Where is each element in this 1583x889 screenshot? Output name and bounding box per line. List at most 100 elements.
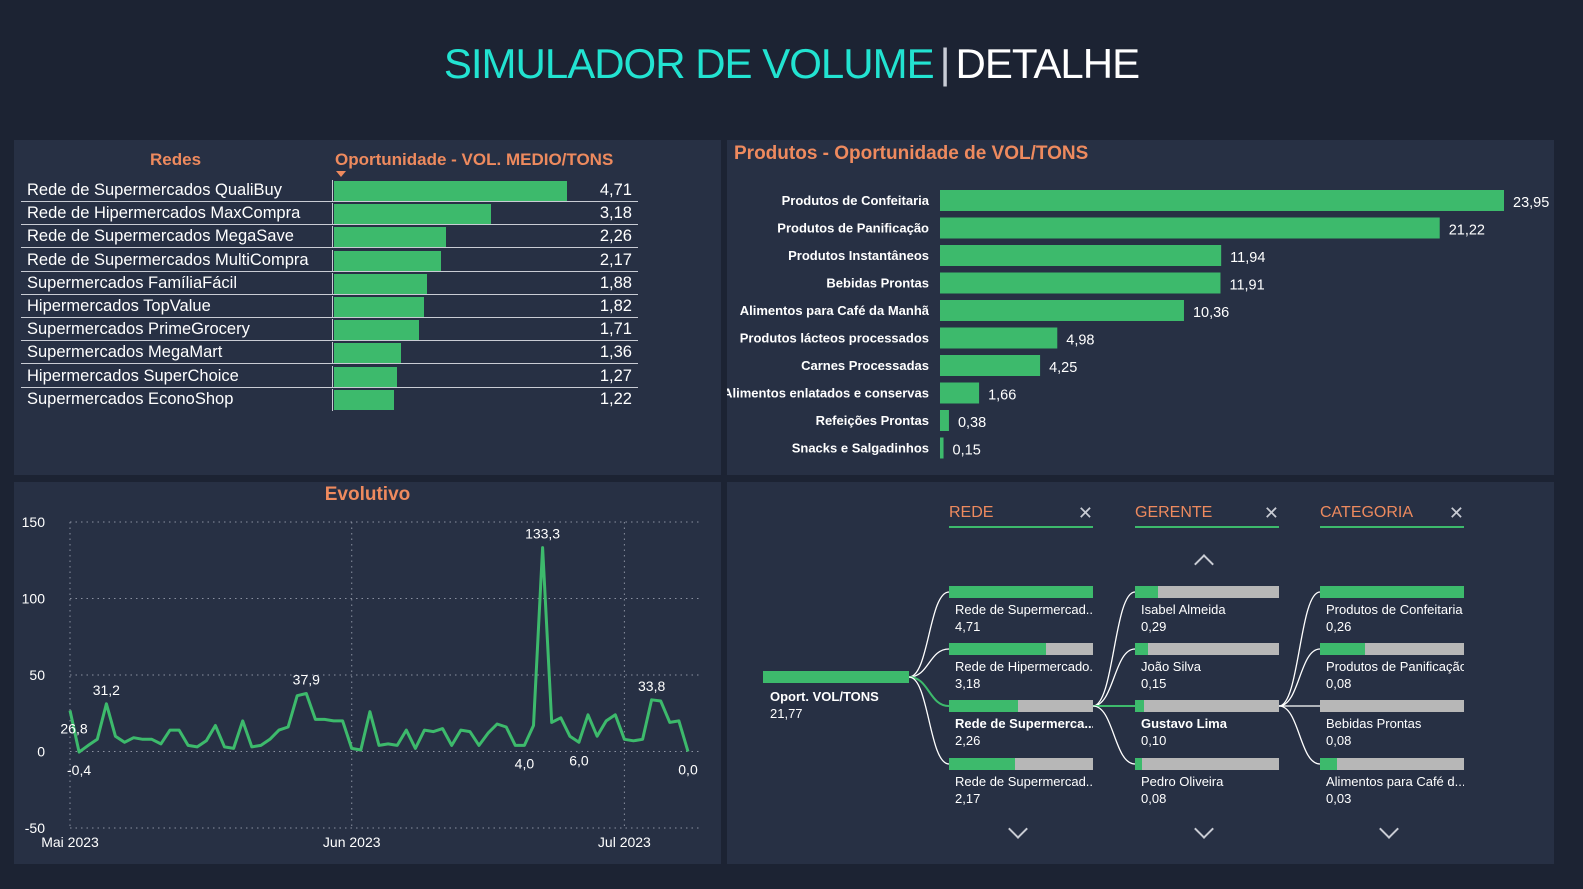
tree-node-label: Rede de Hipermercado... xyxy=(955,659,1093,674)
tree-node[interactable]: Pedro Oliveira 0,08 xyxy=(1135,758,1279,806)
series-line[interactable] xyxy=(68,546,690,754)
title-accent: SIMULADOR DE VOLUME xyxy=(443,40,935,87)
data-label: 37,9 xyxy=(293,672,320,688)
bar-mark[interactable] xyxy=(940,190,1504,211)
table-row[interactable]: Hipermercados TopValue 1,82 xyxy=(21,295,638,318)
close-icon[interactable]: ✕ xyxy=(1448,503,1464,523)
rede-value: 1,22 xyxy=(599,389,632,408)
tree-node[interactable]: Produtos de Panificação 0,08 xyxy=(1320,643,1464,691)
bar-mark[interactable] xyxy=(940,410,949,431)
tree-node-fill xyxy=(1135,700,1144,712)
data-label: 11,94 xyxy=(1230,250,1265,266)
data-bar xyxy=(334,343,402,364)
category-label: Snacks e Salgadinhos xyxy=(792,441,929,456)
category-label: Produtos Instantâneos xyxy=(788,248,929,263)
rede-value: 1,82 xyxy=(599,296,632,315)
column-divider xyxy=(332,319,333,342)
category-label: Produtos lácteos processados xyxy=(740,331,929,346)
bar-mark[interactable] xyxy=(940,355,1041,376)
produtos-bar-chart: Produtos de Confeitaria 23,95 Produtos de … xyxy=(727,190,1549,459)
tree-node-value: 0,08 xyxy=(1326,676,1352,691)
tree-node-label: Rede de Supermercad... xyxy=(955,774,1093,789)
data-label: 31,2 xyxy=(93,682,120,698)
data-bar xyxy=(334,389,395,410)
tree-node[interactable]: Isabel Almeida 0,29 xyxy=(1135,586,1279,634)
tree-node[interactable]: Bebidas Prontas 0,08 xyxy=(1320,700,1464,748)
data-label: 0,15 xyxy=(953,443,981,459)
tree-node[interactable]: Rede de Supermerca... 2,26 xyxy=(949,700,1093,748)
tree-connectors xyxy=(908,591,1321,765)
rede-name: Hipermercados TopValue xyxy=(27,296,211,315)
category-label: Alimentos para Café da Manhã xyxy=(740,303,930,318)
column-divider xyxy=(332,249,333,272)
rede-value: 3,18 xyxy=(599,204,632,223)
data-bar xyxy=(334,250,442,271)
table-row[interactable]: Supermercados MegaMart 1,36 xyxy=(21,342,638,365)
tree-node-label: Pedro Oliveira xyxy=(1141,774,1224,789)
tree-node-label: Bebidas Prontas xyxy=(1326,716,1422,731)
table-row[interactable]: Rede de Supermercados MultiCompra 2,17 xyxy=(21,249,638,272)
data-label: 1,66 xyxy=(988,388,1016,404)
close-icon[interactable]: ✕ xyxy=(1077,503,1093,523)
data-label: 133,3 xyxy=(525,526,560,542)
table-row[interactable]: Supermercados PrimeGrocery 1,71 xyxy=(21,319,638,342)
table-row[interactable]: Supermercados FamíliaFácil 1,88 xyxy=(21,272,638,295)
column-divider xyxy=(332,272,333,295)
close-icon[interactable]: ✕ xyxy=(1263,503,1279,523)
bar-mark[interactable] xyxy=(940,437,944,459)
data-label: 26,8 xyxy=(60,720,87,736)
tree-node-fill xyxy=(1135,586,1159,598)
bar-mark[interactable] xyxy=(940,300,1184,321)
redes-table-body: Rede de Supermercados QualiBuy 4,71 Rede d… xyxy=(21,180,638,411)
data-label: 23,95 xyxy=(1513,195,1549,211)
tree-node[interactable]: Gustavo Lima 0,10 xyxy=(1135,700,1279,748)
data-label: 4,25 xyxy=(1049,360,1077,376)
data-label: 4,0 xyxy=(515,755,535,771)
decomposition-tree-panel: REDE ✕ GERENTE ✕ CATEGORIA ✕ Oport. VOL/… xyxy=(727,482,1554,864)
y-tick-label: 0 xyxy=(37,744,45,760)
data-label: 21,22 xyxy=(1449,223,1485,239)
tree-node-value: 0,15 xyxy=(1141,676,1167,691)
tree-column-label: CATEGORIA xyxy=(1320,504,1414,521)
evolutivo-chart-title: Evolutivo xyxy=(324,484,411,505)
tree-node-fill xyxy=(1320,758,1338,770)
rede-name: Supermercados MegaMart xyxy=(27,343,223,362)
tree-node[interactable]: Produtos de Confeitaria 0,26 xyxy=(1320,586,1464,634)
column-header-redes[interactable]: Redes xyxy=(150,150,202,169)
tree-node[interactable]: Rede de Supermercad... 4,71 xyxy=(949,586,1093,634)
tree-node[interactable]: Rede de Supermercad... 2,17 xyxy=(949,758,1093,806)
bar-mark[interactable] xyxy=(940,217,1440,239)
tree-root-node[interactable]: Oport. VOL/TONS 21,77 xyxy=(763,671,909,721)
tree-node[interactable]: João Silva 0,15 xyxy=(1135,643,1279,691)
tree-node-fill xyxy=(949,643,1047,655)
bar-mark[interactable] xyxy=(940,327,1058,349)
tree-node-value: 2,26 xyxy=(955,733,981,748)
tree-node-bar xyxy=(1320,643,1464,655)
rede-name: Supermercados PrimeGrocery xyxy=(27,320,250,339)
column-divider xyxy=(332,180,333,202)
data-label: 11,91 xyxy=(1229,278,1264,294)
tree-node-value: 3,18 xyxy=(955,676,981,691)
table-row[interactable]: Supermercados EconoShop 1,22 xyxy=(21,388,638,411)
tree-node-value: 0,29 xyxy=(1141,619,1167,634)
table-row[interactable]: Rede de Supermercados MegaSave 2,26 xyxy=(21,226,638,249)
bar-mark[interactable] xyxy=(940,272,1221,294)
tree-connector xyxy=(1092,705,1136,765)
sort-desc-icon[interactable] xyxy=(336,171,346,177)
bar-mark[interactable] xyxy=(940,382,980,404)
table-row[interactable]: Rede de Supermercados QualiBuy 4,71 xyxy=(21,180,638,202)
table-row[interactable]: Hipermercados SuperChoice 1,27 xyxy=(21,365,638,388)
column-divider xyxy=(332,295,333,318)
tree-connector xyxy=(1278,648,1321,707)
tree-node[interactable]: Alimentos para Café d... 0,03 xyxy=(1320,758,1464,806)
bar-mark[interactable] xyxy=(940,245,1222,266)
tree-node[interactable]: Rede de Hipermercado... 3,18 xyxy=(949,643,1093,691)
table-row[interactable]: Rede de Hipermercados MaxCompra 3,18 xyxy=(21,203,638,226)
data-bar xyxy=(334,320,419,341)
rede-name: Rede de Supermercados MultiCompra xyxy=(27,250,309,269)
tree-node-bar xyxy=(949,586,1093,598)
column-header-oportunidade[interactable]: Oportunidade - VOL. MEDIO/TONS xyxy=(335,150,614,169)
tree-connector xyxy=(908,591,950,678)
tree-node-bar xyxy=(1135,586,1279,598)
tree-connector xyxy=(1278,705,1321,765)
